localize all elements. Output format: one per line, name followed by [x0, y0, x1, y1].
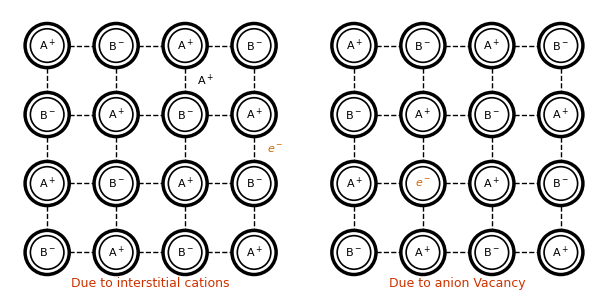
- Circle shape: [401, 92, 445, 136]
- Text: B$^-$: B$^-$: [553, 178, 569, 190]
- Circle shape: [401, 162, 445, 206]
- Circle shape: [332, 230, 376, 274]
- Circle shape: [25, 24, 69, 68]
- Text: B$^-$: B$^-$: [39, 246, 55, 258]
- Text: A$^+$: A$^+$: [483, 176, 500, 191]
- Circle shape: [94, 24, 138, 68]
- Text: A$^+$: A$^+$: [198, 72, 214, 88]
- Text: B$^-$: B$^-$: [246, 40, 263, 52]
- Text: A$^+$: A$^+$: [177, 176, 193, 191]
- Text: A$^+$: A$^+$: [345, 38, 362, 53]
- Text: A$^+$: A$^+$: [345, 176, 362, 191]
- Circle shape: [94, 230, 138, 274]
- Circle shape: [94, 162, 138, 206]
- Text: A$^+$: A$^+$: [415, 107, 431, 122]
- Circle shape: [470, 92, 514, 136]
- Circle shape: [539, 162, 583, 206]
- Circle shape: [539, 24, 583, 68]
- Text: A$^+$: A$^+$: [39, 176, 55, 191]
- Circle shape: [25, 230, 69, 274]
- Circle shape: [25, 162, 69, 206]
- Text: B$^-$: B$^-$: [108, 178, 125, 190]
- Circle shape: [332, 24, 376, 68]
- Circle shape: [94, 92, 138, 136]
- Text: B$^-$: B$^-$: [246, 178, 263, 190]
- Text: B$^-$: B$^-$: [553, 40, 569, 52]
- Circle shape: [232, 24, 276, 68]
- Text: B$^-$: B$^-$: [177, 246, 193, 258]
- Circle shape: [163, 92, 207, 136]
- Text: A$^+$: A$^+$: [108, 107, 125, 122]
- Text: e$^-$: e$^-$: [267, 143, 283, 155]
- Circle shape: [401, 230, 445, 274]
- Text: A$^+$: A$^+$: [246, 245, 263, 260]
- Circle shape: [401, 24, 445, 68]
- Text: A$^+$: A$^+$: [39, 38, 55, 53]
- Circle shape: [470, 162, 514, 206]
- Text: A$^+$: A$^+$: [483, 38, 500, 53]
- Circle shape: [163, 24, 207, 68]
- Text: B$^-$: B$^-$: [39, 108, 55, 120]
- Circle shape: [332, 162, 376, 206]
- Text: A$^+$: A$^+$: [246, 107, 263, 122]
- Text: e$^-$: e$^-$: [415, 178, 431, 189]
- Text: B$^-$: B$^-$: [483, 108, 500, 120]
- Text: A$^+$: A$^+$: [177, 38, 193, 53]
- Text: B$^-$: B$^-$: [415, 40, 431, 52]
- Text: A$^+$: A$^+$: [553, 107, 569, 122]
- Circle shape: [163, 162, 207, 206]
- Text: Due to interstitial cations: Due to interstitial cations: [71, 277, 230, 290]
- Circle shape: [232, 92, 276, 136]
- Circle shape: [332, 92, 376, 136]
- Text: B$^-$: B$^-$: [345, 108, 362, 120]
- Circle shape: [539, 92, 583, 136]
- Circle shape: [232, 230, 276, 274]
- Circle shape: [25, 92, 69, 136]
- Text: A$^+$: A$^+$: [415, 245, 431, 260]
- Text: B$^-$: B$^-$: [108, 40, 125, 52]
- Text: Due to anion Vacancy: Due to anion Vacancy: [389, 277, 526, 290]
- Text: B$^-$: B$^-$: [177, 108, 193, 120]
- Text: B$^-$: B$^-$: [483, 246, 500, 258]
- Circle shape: [232, 162, 276, 206]
- Circle shape: [470, 230, 514, 274]
- Text: B$^-$: B$^-$: [345, 246, 362, 258]
- Text: A$^+$: A$^+$: [553, 245, 569, 260]
- Text: A$^+$: A$^+$: [108, 245, 125, 260]
- Circle shape: [470, 24, 514, 68]
- Circle shape: [163, 230, 207, 274]
- Circle shape: [539, 230, 583, 274]
